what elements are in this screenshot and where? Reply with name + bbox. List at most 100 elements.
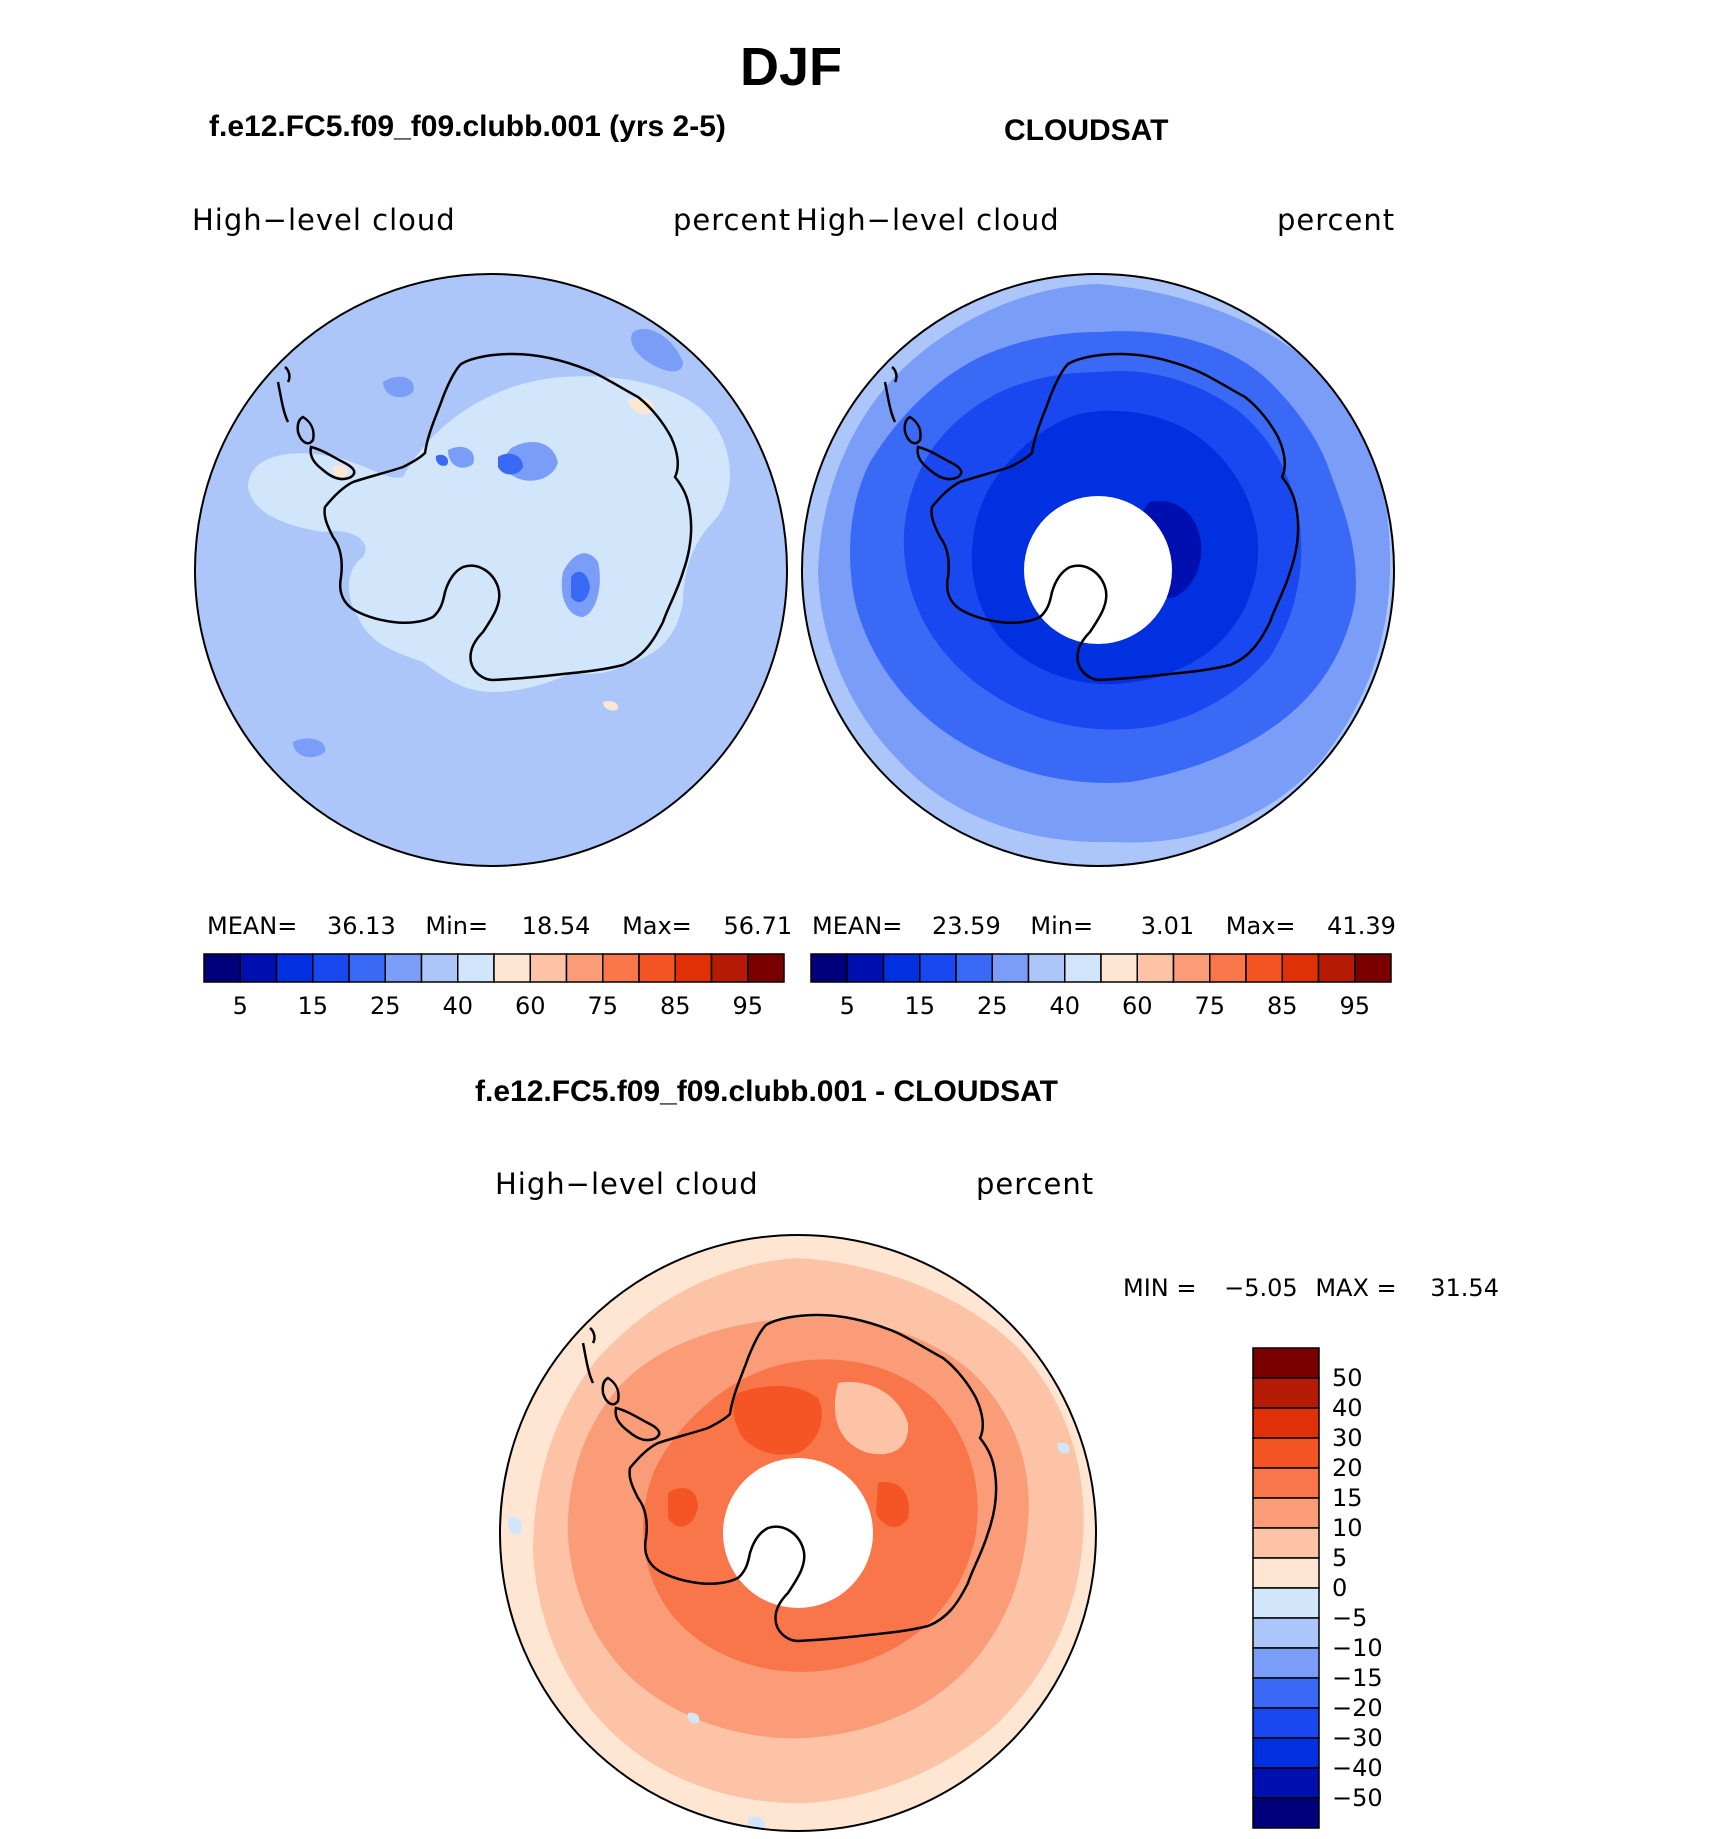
colorbar-swatch — [1252, 1407, 1320, 1439]
colorbar-swatch — [1252, 1467, 1320, 1499]
colorbar-tick-label: 25 — [370, 992, 401, 1020]
panel-2-colorbar: 5 15 25 40 60 75 85 95 — [810, 953, 1392, 1020]
colorbar-tick-label: −15 — [1332, 1664, 1383, 1692]
colorbar-tick-label: −10 — [1332, 1634, 1383, 1662]
colorbar-swatch — [1209, 953, 1247, 983]
colorbar-tick-label: 10 — [1332, 1514, 1363, 1542]
colorbar-tick-label: 85 — [1267, 992, 1298, 1020]
diff-units: percent — [976, 1167, 1095, 1201]
colorbar-tick-label: −30 — [1332, 1724, 1383, 1752]
colorbar-tick-label: 40 — [1049, 992, 1080, 1020]
colorbar-swatch — [747, 953, 785, 983]
colorbar-tick-label: 75 — [587, 992, 618, 1020]
colorbar-swatch — [384, 953, 423, 983]
colorbar-swatch — [1027, 953, 1066, 983]
colorbar-swatch — [203, 953, 241, 983]
colorbar-swatch — [1064, 953, 1102, 983]
panel-2-variable: High−level cloud — [796, 203, 1060, 237]
panel-2-mean-label: MEAN= — [812, 912, 903, 940]
colorbar-tick-label: 95 — [732, 992, 763, 1020]
colorbar-swatch — [312, 953, 350, 983]
colorbar-swatch — [1252, 1587, 1320, 1619]
colorbar-swatch — [1245, 953, 1283, 983]
colorbar-swatch — [420, 953, 459, 983]
colorbar-swatch — [602, 953, 640, 983]
colorbar-tick-label: 75 — [1194, 992, 1225, 1020]
panel-2-min: 3.01 — [1140, 912, 1195, 940]
obs-coastline — [874, 340, 1300, 682]
diff-coastline — [572, 1301, 998, 1643]
colorbar-swatch — [1252, 1707, 1320, 1739]
colorbar-tick-label: −40 — [1332, 1754, 1383, 1782]
diff-max-label: MAX = — [1315, 1274, 1397, 1302]
colorbar-tick-label: 5 — [233, 992, 248, 1020]
panel-1-colorbar: 5 15 25 40 60 75 85 95 — [203, 953, 785, 1020]
colorbar-tick-label: 15 — [297, 992, 328, 1020]
panel-1-stats: MEAN= 36.13 Min= 18.54 Max= 56.71 — [207, 912, 792, 940]
colorbar-tick-label: −20 — [1332, 1694, 1383, 1722]
model-field-dark — [435, 453, 590, 603]
colorbar-swatch — [1252, 1437, 1320, 1469]
colorbar-swatch — [810, 953, 848, 983]
colorbar-tick-label: 15 — [1332, 1484, 1363, 1512]
panel-2-stats: MEAN= 23.59 Min= 3.01 Max= 41.39 — [812, 912, 1396, 940]
panel-1-mean: 36.13 — [327, 912, 396, 940]
model-field-light — [248, 376, 730, 692]
colorbar-swatch — [457, 953, 495, 983]
colorbar-swatch — [1252, 1737, 1320, 1769]
colorbar-swatch — [1252, 1347, 1320, 1379]
colorbar-tick-label: 85 — [660, 992, 691, 1020]
diff-field-c4 — [668, 1386, 909, 1528]
diff-minmax: MIN = −5.05 MAX = 31.54 — [1123, 1274, 1499, 1302]
figure-title: DJF — [740, 37, 843, 97]
panel-2-max-label: Max= — [1225, 912, 1296, 940]
colorbar-tick-label: 30 — [1332, 1424, 1363, 1452]
colorbar-swatch — [955, 953, 993, 983]
colorbar-tick-label: 25 — [977, 992, 1008, 1020]
colorbar-tick-label: 95 — [1339, 992, 1370, 1020]
colorbar-swatch — [846, 953, 885, 983]
colorbar-swatch — [1354, 953, 1392, 983]
colorbar-swatch — [710, 953, 749, 983]
colorbar-swatch — [638, 953, 676, 983]
colorbar-swatch — [674, 953, 713, 983]
difference-polar-map — [499, 1234, 1097, 1832]
panel-1-units: percent — [673, 203, 792, 237]
diff-missing-data-hole — [723, 1458, 873, 1608]
diff-variable: High−level cloud — [495, 1167, 759, 1201]
colorbar-swatch — [1281, 953, 1320, 983]
panel-2-units: percent — [1277, 203, 1396, 237]
colorbar-swatch — [1252, 1497, 1320, 1529]
diff-max: 31.54 — [1430, 1274, 1499, 1302]
panel-1-min-label: Min= — [425, 912, 489, 940]
colorbar-tick-label: −50 — [1332, 1784, 1383, 1812]
colorbar-tick-label: −5 — [1332, 1604, 1367, 1632]
panel-1-min: 18.54 — [521, 912, 591, 940]
colorbar-swatch — [1252, 1647, 1320, 1679]
colorbar-tick-label: 20 — [1332, 1454, 1363, 1482]
colorbar-swatch — [1100, 953, 1138, 983]
colorbar-swatch — [348, 953, 386, 983]
panel-1-max: 56.71 — [723, 912, 793, 940]
diff-field-light-patch — [834, 1382, 909, 1455]
cloudsat-polar-map — [801, 273, 1395, 867]
colorbar-swatch — [1252, 1377, 1320, 1409]
panel-2-case-title: CLOUDSAT — [1004, 114, 1169, 147]
colorbar-swatch — [919, 953, 957, 983]
colorbar-swatch — [493, 953, 531, 983]
colorbar-tick-label: 40 — [1332, 1394, 1363, 1422]
diff-case-title: f.e12.FC5.f09_f09.clubb.001 - CLOUDSAT — [475, 1075, 1058, 1108]
colorbar-swatch — [1252, 1767, 1320, 1799]
colorbar-swatch — [529, 953, 568, 983]
colorbar-tick-label: 5 — [840, 992, 855, 1020]
panel-1-variable: High−level cloud — [192, 203, 456, 237]
panel-1-max-label: Max= — [622, 912, 692, 940]
diff-min-label: MIN = — [1123, 1274, 1197, 1302]
colorbar-swatch — [565, 953, 604, 983]
colorbar-tick-label: 15 — [904, 992, 935, 1020]
colorbar-swatch — [1317, 953, 1356, 983]
obs-missing-data-hole — [1024, 496, 1172, 644]
panel-2-max: 41.39 — [1327, 912, 1396, 940]
diff-min: −5.05 — [1224, 1274, 1298, 1302]
colorbar-tick-label: 60 — [1122, 992, 1153, 1020]
